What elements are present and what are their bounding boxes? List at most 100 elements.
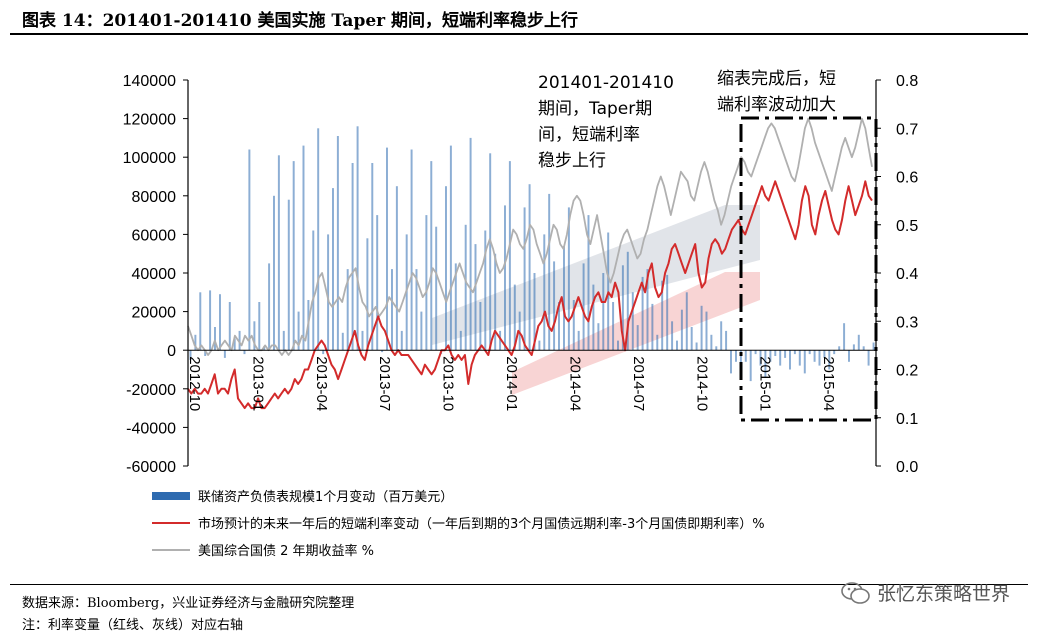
bar-86 [612,302,615,351]
legend-swatch-red [152,521,190,524]
bar-89 [626,251,629,351]
bar-23 [302,145,305,351]
legend-item-gray: 美国综合国债 2 年期收益率 % [152,540,374,559]
bar-22 [297,311,300,351]
bar-119 [774,350,777,356]
bar-111 [735,350,737,362]
bar-101 [685,292,688,351]
x-tick-label-10: 2015-04 [820,356,837,411]
bar-113 [744,350,747,362]
x-tick-label-4: 2013-10 [440,356,457,411]
bar-76 [563,246,565,351]
bar-33 [351,163,354,351]
bar-4 [209,290,212,351]
bar-95 [656,334,659,351]
bar-30 [336,136,339,351]
annotation-taper-line-1: 期间，Taper期 [538,99,652,119]
bar-87 [617,340,619,351]
chart-canvas: -60000 -40000 -20000 0 20000 40000 60000 80000 1… [123,69,919,476]
x-tick-label-6: 2014-04 [566,356,583,411]
bar-65 [508,161,511,351]
bar-84 [602,273,605,351]
bar-55 [459,330,462,351]
bar-120 [779,350,782,366]
right-tick-label-3: 0.3 [896,314,918,331]
bar-123 [793,350,796,355]
bar-26 [317,128,320,351]
annotation-taper-line-2: 间，短端利率 [538,125,640,145]
bar-11 [243,350,246,355]
line-series [187,117,873,410]
bar-99 [676,340,678,351]
bar-37 [371,163,374,351]
bar-109 [725,330,728,351]
left-tick-label-8: 100000 [123,150,176,167]
bar-7 [223,350,226,358]
bar-106 [710,334,713,351]
band-red [512,272,760,395]
left-tick-label-2: -20000 [126,382,176,399]
bar-13 [253,321,256,351]
bar-83 [597,323,600,351]
right-tick-label-4: 0.4 [896,266,918,283]
bar-139 [872,342,875,351]
annotation-taper-line-3: 稳步上行 [538,151,606,171]
left-tick-label-7: 80000 [132,189,177,206]
bar-137 [862,346,865,351]
x-tick-label-7: 2014-07 [630,356,647,411]
left-tick-label-10: 140000 [123,73,176,90]
bar-32 [346,269,349,351]
bar-82 [592,284,595,351]
bar-8 [228,302,231,351]
bar-58 [474,244,477,351]
right-tick-label-8: 0.8 [896,73,918,90]
bar-104 [700,305,703,351]
bar-135 [852,344,855,351]
watermark-text: 张忆东策略世界 [876,583,1010,605]
legend-label-gray: 美国综合国债 2 年期收益率 % [198,544,375,559]
bar-41 [391,269,393,351]
bar-21 [292,161,295,351]
bar-102 [690,327,693,351]
bar-100 [680,309,683,351]
bar-118 [769,350,772,362]
bar-138 [867,350,870,366]
bar-124 [798,350,801,366]
x-tick-label-3: 2013-07 [376,356,393,411]
legend-swatch-gray [152,548,190,551]
bar-56 [464,224,467,351]
title-rule [10,33,1028,35]
bar-88 [621,265,624,351]
bar-48 [425,215,428,351]
right-tick-label-2: 0.2 [896,363,918,380]
bar-121 [784,350,787,358]
bar-38 [376,215,379,351]
bar-18 [277,155,280,351]
bar-25 [312,230,315,351]
bar-75 [558,302,560,351]
figure-title: 图表 14：201401-201410 美国实施 Taper 期间，短端利率稳步… [22,11,579,31]
bar-34 [356,126,359,351]
bar-53 [449,145,452,351]
bar-31 [341,332,344,351]
bar-105 [705,311,708,351]
left-tick-label-9: 120000 [123,112,176,129]
x-tick-label-9: 2015-01 [757,356,774,411]
source-note: 数据来源：Bloomberg，兴业证券经济与金融研究院整理 [22,596,355,611]
legend-item-bar: 联储资产负债表规模1个月变动（百万美元） [152,486,453,505]
bar-107 [715,346,718,351]
legend-label-red: 市场预计的未来一年后的短端利率变动（一年后到期的3个月国债远期利率-3个月国债即… [198,517,765,532]
bar-71 [538,340,541,351]
bar-17 [273,195,275,351]
bar-97 [666,274,669,351]
bar-3 [204,350,207,356]
bar-16 [268,263,271,351]
bar-117 [764,350,767,378]
bar-98 [671,321,674,351]
bar-74 [553,261,556,351]
left-tick-label-3: 0 [167,343,176,360]
annotation-postqe-line-1: 端利率波动加大 [717,95,836,115]
footer-rule [10,584,1028,585]
bar-136 [857,334,860,351]
